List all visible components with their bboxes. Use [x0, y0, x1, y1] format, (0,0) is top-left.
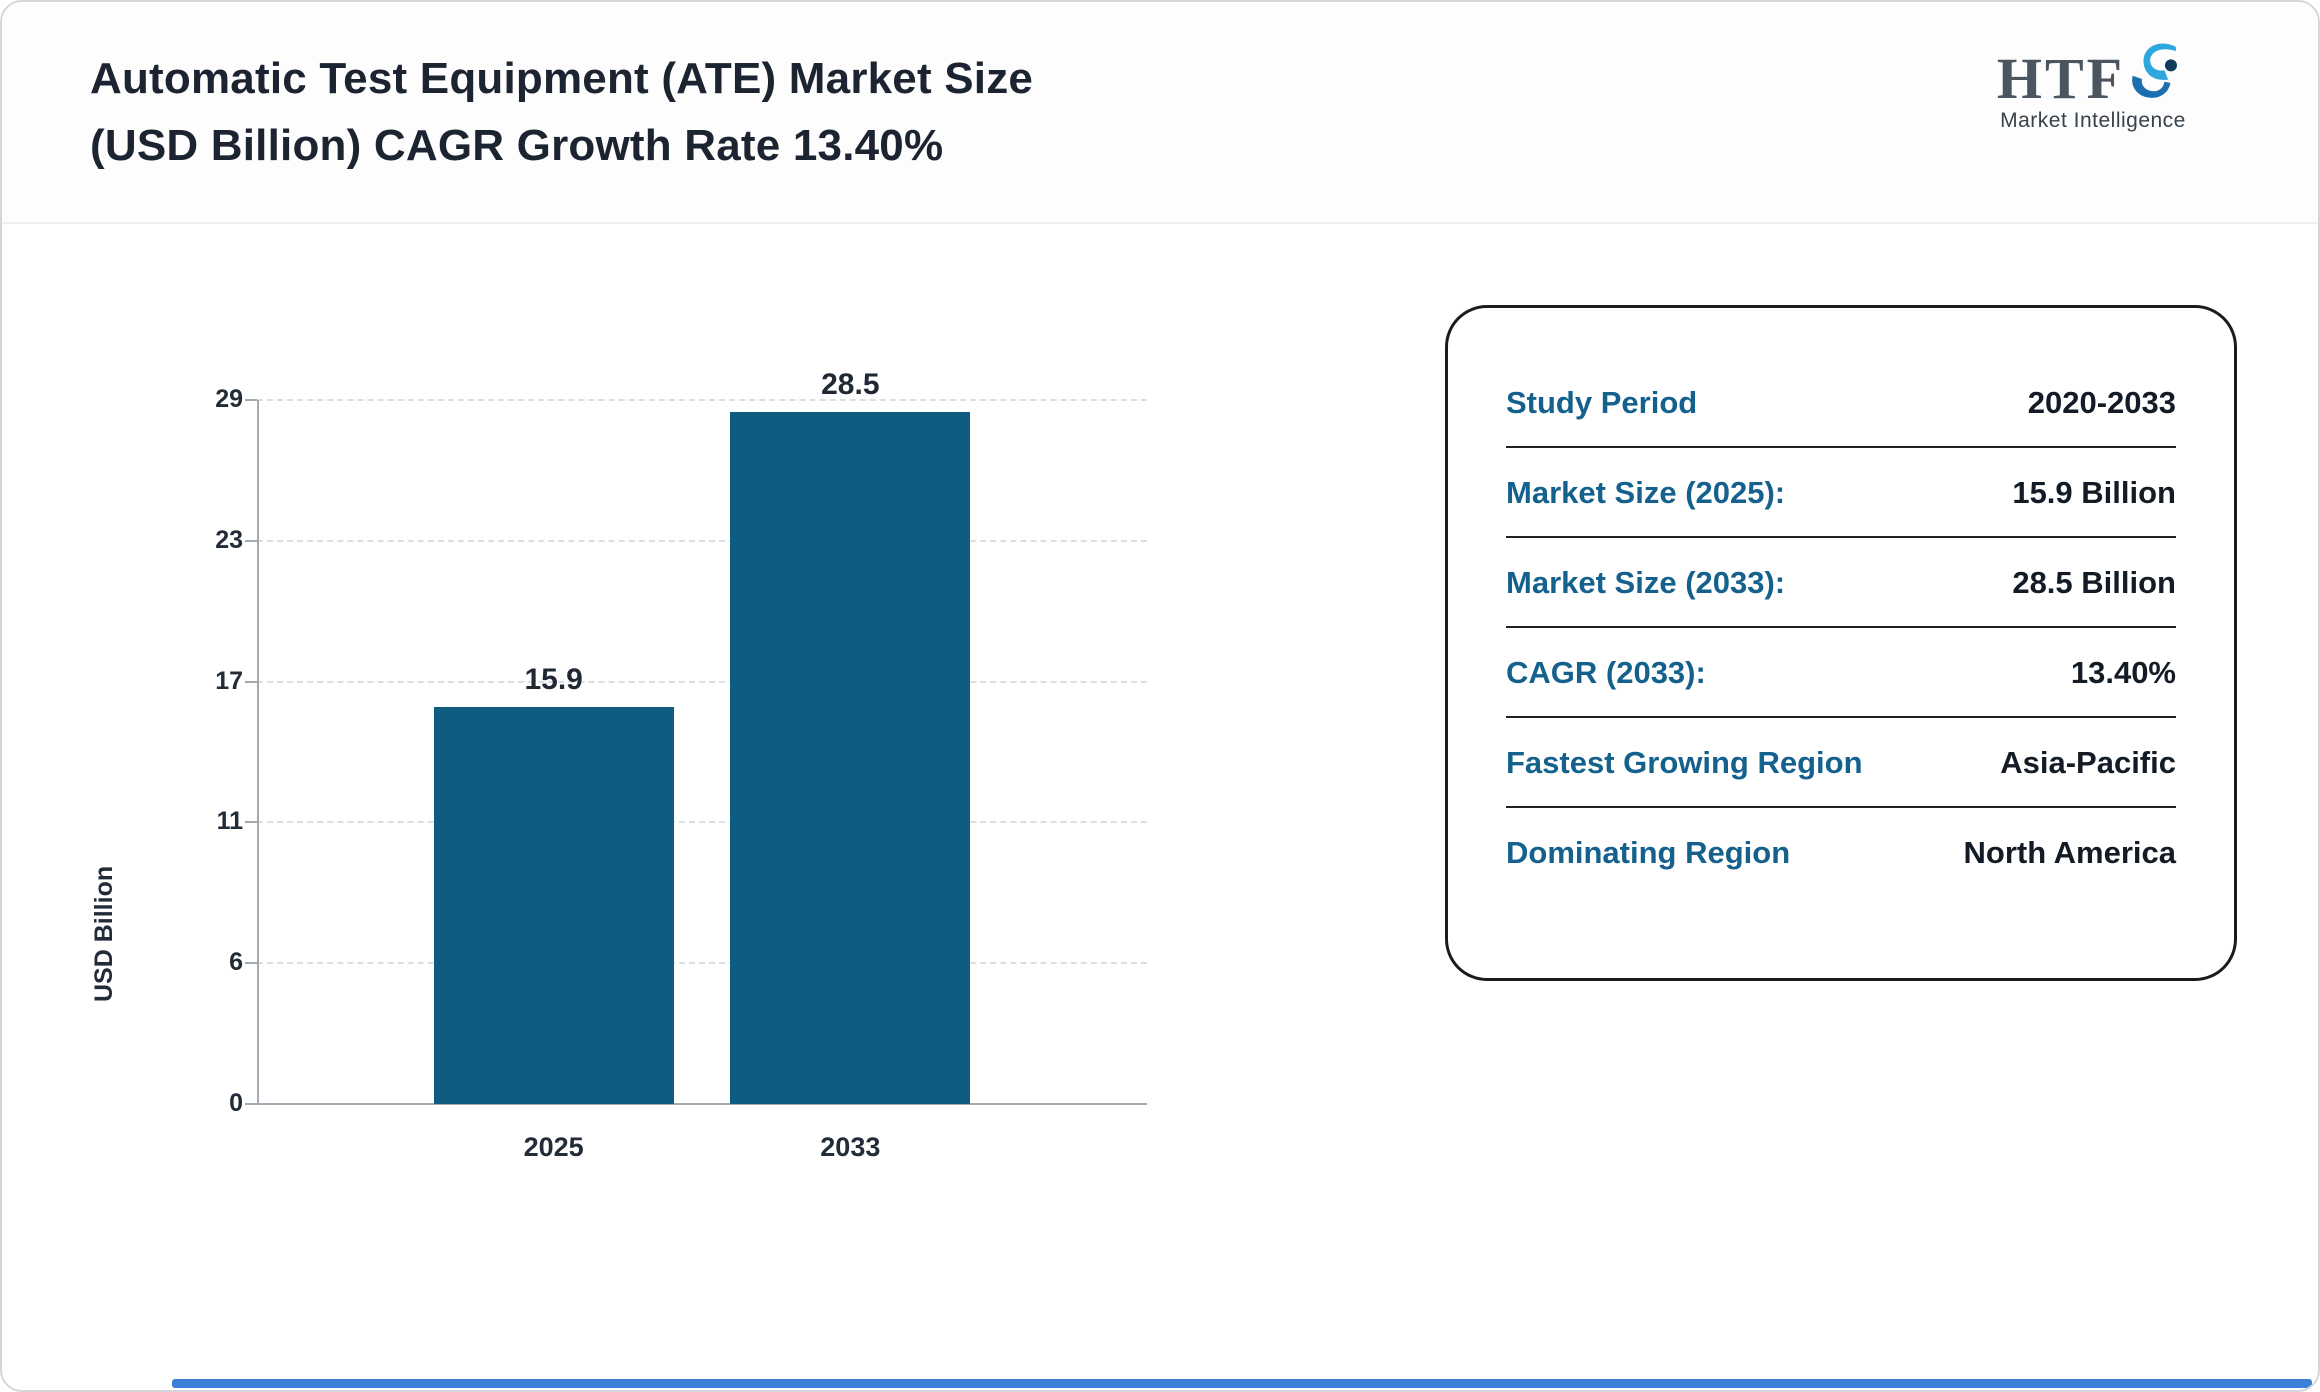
info-row: Dominating Region North America — [1506, 808, 2176, 896]
info-row-value: 28.5 Billion — [2012, 565, 2176, 600]
gridline — [257, 539, 1147, 542]
info-row: Fastest Growing Region Asia-Pacific — [1506, 718, 2176, 808]
logo-wordmark: HTF — [1978, 43, 2208, 113]
info-row-label: Fastest Growing Region — [1506, 745, 1863, 780]
bar-chart: USD Billion 0 6 11 17 23 29 15.9 2025 28.5 2033 — [90, 362, 1262, 1202]
y-tick-label: 6 — [229, 948, 243, 977]
y-tick-label: 23 — [215, 525, 243, 554]
gridline — [257, 399, 1147, 401]
info-row: Study Period 2020-2033 — [1506, 358, 2176, 448]
y-tick-label: 17 — [215, 666, 243, 695]
header: Automatic Test Equipment (ATE) Market Si… — [2, 2, 2318, 224]
info-card-rows: Study Period 2020-2033 Market Size (2025):… — [1506, 358, 2176, 896]
info-row-value: 15.9 Billion — [2012, 475, 2176, 510]
gridline — [257, 962, 1147, 965]
bar — [433, 707, 674, 1104]
logo-swoosh-icon — [2119, 38, 2189, 113]
info-row-label: Market Size (2025): — [1506, 475, 1786, 510]
y-tick — [245, 821, 257, 824]
page-title-line2: (USD Billion) CAGR Growth Rate 13.40% — [90, 120, 944, 170]
y-tick-label: 11 — [216, 807, 243, 836]
bar — [730, 411, 971, 1104]
y-tick — [245, 399, 257, 401]
gridline — [257, 680, 1147, 683]
y-tick — [245, 539, 257, 542]
logo-subtext: Market Intelligence — [2000, 109, 2186, 132]
x-category-label: 2025 — [523, 1132, 584, 1162]
gridline — [257, 821, 1147, 824]
page-title-line1: Automatic Test Equipment (ATE) Market Si… — [90, 54, 1034, 103]
x-axis-line — [257, 1103, 1147, 1105]
y-tick — [245, 680, 257, 683]
info-row-label: Dominating Region — [1506, 835, 1791, 870]
y-axis-line — [257, 400, 259, 1104]
bar-value-label: 28.5 — [821, 367, 880, 401]
x-category-label: 2033 — [820, 1132, 881, 1162]
accent-strip — [172, 1379, 2312, 1388]
y-axis-title: USD Billion — [90, 865, 118, 1002]
info-row-value: Asia-Pacific — [2000, 745, 2176, 780]
info-row-label: Market Size (2033): — [1506, 565, 1786, 600]
info-row: CAGR (2033): 13.40% — [1506, 628, 2176, 718]
info-card: Study Period 2020-2033 Market Size (2025):… — [1445, 305, 2237, 981]
logo-htf-text: HTF — [1996, 46, 2126, 111]
info-row: Market Size (2033): 28.5 Billion — [1506, 538, 2176, 628]
page-title: Automatic Test Equipment (ATE) Market Si… — [90, 46, 1033, 180]
info-row-value: North America — [1963, 835, 2176, 870]
bar-value-label: 15.9 — [524, 663, 583, 697]
y-tick — [245, 962, 257, 965]
y-tick-label: 0 — [229, 1089, 243, 1117]
htf-logo: HTF Market Intelligence — [1978, 43, 2208, 133]
y-tick — [245, 1103, 257, 1105]
y-tick-label: 29 — [215, 385, 243, 413]
info-row-value: 13.40% — [2070, 655, 2176, 690]
info-row-label: Study Period — [1506, 385, 1698, 420]
info-row-label: CAGR (2033): — [1506, 655, 1706, 690]
info-row-value: 2020-2033 — [2027, 385, 2176, 420]
info-row: Market Size (2025): 15.9 Billion — [1506, 448, 2176, 538]
